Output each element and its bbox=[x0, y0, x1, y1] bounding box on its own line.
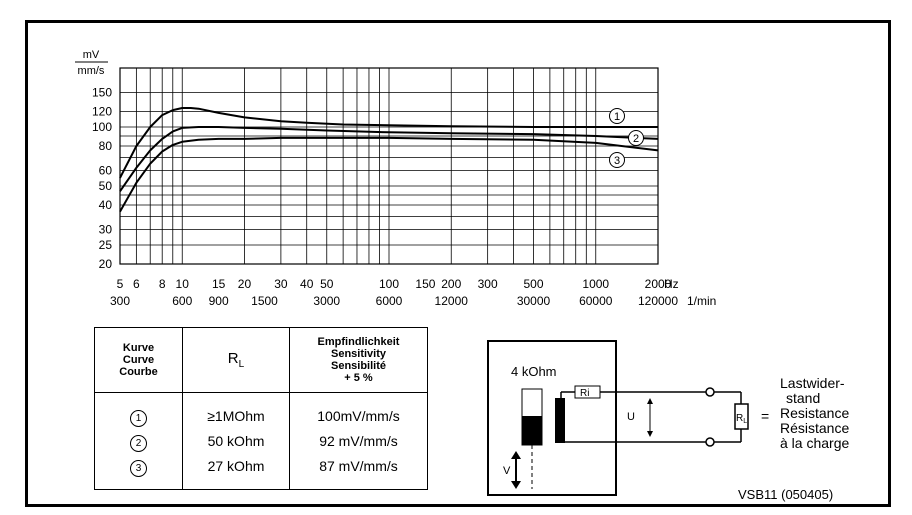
x-unit-hz: Hz bbox=[664, 277, 679, 291]
sens-value-2: 92 mV/mm/s bbox=[319, 432, 398, 449]
coil bbox=[555, 398, 565, 443]
plot-area bbox=[119, 67, 659, 265]
ri-label: Ri bbox=[580, 388, 589, 399]
curve-1-marker: 1 bbox=[130, 409, 147, 427]
terminal-bottom bbox=[705, 437, 715, 447]
ri-value-label: 4 kOhm bbox=[511, 364, 557, 379]
x-tick-hz-50: 50 bbox=[320, 277, 334, 291]
sens-value-1: 100mV/mm/s bbox=[317, 407, 400, 424]
x-tick-hz-5: 5 bbox=[117, 277, 124, 291]
x-tick-hz-6: 6 bbox=[133, 277, 140, 291]
sens-value-3: 87 mV/mm/s bbox=[319, 457, 398, 474]
sensor-box bbox=[487, 340, 617, 496]
y-unit-top: mV bbox=[83, 49, 100, 61]
y-tick-25: 25 bbox=[99, 238, 113, 252]
x-tick-hz-15: 15 bbox=[212, 277, 226, 291]
x-tick-rpm-60000: 60000 bbox=[579, 294, 613, 308]
curve-2-marker: 2 bbox=[130, 434, 147, 452]
y-tick-20: 20 bbox=[99, 257, 113, 271]
x-tick-hz-40: 40 bbox=[300, 277, 314, 291]
x-tick-hz-150: 150 bbox=[415, 277, 435, 291]
u-label: U bbox=[627, 411, 635, 423]
sensitivity-table: Kurve Curve Courbe RL Empfindlichkeit Se… bbox=[94, 327, 428, 490]
figure-id: VSB11 (050405) bbox=[738, 487, 834, 502]
x-tick-rpm-6000: 6000 bbox=[376, 294, 403, 308]
curve-3-marker: 3 bbox=[130, 459, 147, 477]
y-tick-100: 100 bbox=[92, 120, 112, 134]
curve-column: 1 2 3 bbox=[94, 392, 183, 490]
y-tick-150: 150 bbox=[92, 85, 112, 99]
series-marker-3 bbox=[609, 152, 625, 168]
equals-sign: = bbox=[761, 408, 770, 424]
x-tick-hz-20: 20 bbox=[238, 277, 252, 291]
y-tick-40: 40 bbox=[99, 198, 113, 212]
x-tick-hz-200: 200 bbox=[441, 277, 461, 291]
sensitivity-header: Empfindlichkeit Sensitivity Sensibilité … bbox=[289, 327, 428, 393]
rl-value-2: 50 kOhm bbox=[207, 432, 265, 449]
x-tick-hz-8: 8 bbox=[159, 277, 166, 291]
terminal-top bbox=[705, 387, 715, 397]
x-tick-hz-500: 500 bbox=[524, 277, 544, 291]
x-tick-rpm-300: 300 bbox=[110, 294, 130, 308]
rl-column: ≥1MOhm 50 kOhm 27 kOhm bbox=[182, 392, 290, 490]
y-tick-30: 30 bbox=[99, 222, 113, 236]
v-label: V bbox=[503, 465, 511, 477]
y-tick-50: 50 bbox=[99, 179, 113, 193]
x-tick-rpm-3000: 3000 bbox=[313, 294, 340, 308]
x-tick-hz-300: 300 bbox=[478, 277, 498, 291]
magnet bbox=[522, 416, 542, 445]
y-tick-120: 120 bbox=[92, 104, 112, 118]
series-line-1 bbox=[119, 107, 658, 179]
x-tick-rpm-600: 600 bbox=[172, 294, 192, 308]
rl-value-1: ≥1MOhm bbox=[207, 407, 265, 424]
x-tick-rpm-30000: 30000 bbox=[517, 294, 551, 308]
x-tick-hz-1000: 1000 bbox=[582, 277, 609, 291]
load-resistor bbox=[734, 403, 749, 430]
x-tick-rpm-900: 900 bbox=[209, 294, 229, 308]
x-tick-rpm-1500: 1500 bbox=[251, 294, 278, 308]
series-marker-label-1: 1 bbox=[614, 111, 620, 123]
rl-value-3: 27 kOhm bbox=[207, 457, 265, 474]
x-tick-rpm-12000: 12000 bbox=[435, 294, 469, 308]
y-tick-60: 60 bbox=[99, 163, 113, 177]
series-marker-label-3: 3 bbox=[614, 155, 620, 167]
x-tick-rpm-120000: 120000 bbox=[638, 294, 678, 308]
series-marker-2 bbox=[628, 130, 644, 146]
load-resistance-label: Lastwider- stand Resistance Résistance à… bbox=[780, 375, 850, 451]
series-line-2 bbox=[119, 126, 659, 192]
v-arrow-heads bbox=[511, 451, 521, 489]
x-tick-hz-100: 100 bbox=[379, 277, 399, 291]
x-tick-hz-10: 10 bbox=[176, 277, 190, 291]
y-tick-80: 80 bbox=[99, 139, 113, 153]
series-marker-1 bbox=[609, 108, 625, 124]
y-unit-bottom: mm/s bbox=[78, 65, 105, 77]
x-tick-hz-30: 30 bbox=[274, 277, 288, 291]
sensitivity-column: 100mV/mm/s 92 mV/mm/s 87 mV/mm/s bbox=[289, 392, 428, 490]
x-tick-hz-2000: 2000 bbox=[645, 277, 672, 291]
x-unit-rpm: 1/min bbox=[687, 294, 716, 308]
load-rl-label: RL bbox=[736, 413, 747, 425]
series-marker-label-2: 2 bbox=[633, 133, 639, 145]
series-line-3 bbox=[119, 136, 659, 213]
